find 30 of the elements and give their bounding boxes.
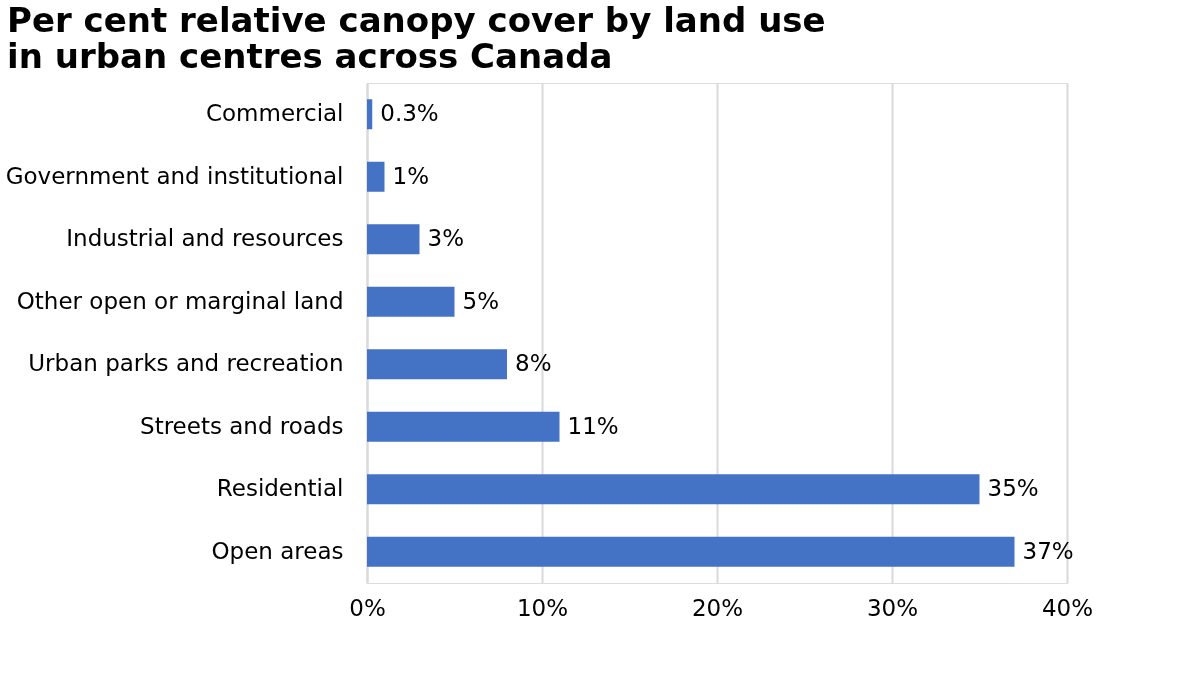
bar	[367, 224, 420, 255]
bar	[367, 474, 980, 505]
bar	[367, 161, 385, 192]
x-tick-label: 10%	[516, 594, 569, 621]
data-label: 11%	[567, 412, 619, 439]
x-tick-label: 20%	[691, 594, 744, 621]
y-tick-label: Residential	[216, 475, 344, 502]
data-label: 0.3%	[380, 100, 439, 127]
bar	[367, 349, 507, 380]
data-label: 37%	[1022, 537, 1074, 564]
data-label: 3%	[427, 225, 464, 252]
y-tick-label: Urban parks and recreation	[28, 350, 344, 377]
y-tick-label: Streets and roads	[140, 412, 344, 439]
data-label: 35%	[987, 475, 1039, 502]
bar	[367, 536, 1015, 567]
data-label: 5%	[462, 287, 499, 314]
bar	[367, 286, 455, 317]
x-tick-label: 30%	[866, 594, 919, 621]
x-tick-label: 0%	[349, 594, 386, 621]
bar	[367, 99, 373, 130]
bar	[367, 411, 560, 442]
y-tick-label: Other open or marginal land	[16, 287, 344, 314]
x-tick-label: 40%	[1041, 594, 1094, 621]
data-label: 1%	[392, 162, 429, 189]
y-tick-label: Open areas	[211, 537, 344, 564]
data-label: 8%	[515, 350, 552, 377]
y-tick-label: Government and institutional	[5, 162, 344, 189]
chart-title: Per cent relative canopy cover by land use in urban centres across Canada	[7, 0, 826, 76]
y-tick-label: Commercial	[205, 100, 344, 127]
y-tick-label: Industrial and resources	[66, 225, 344, 252]
